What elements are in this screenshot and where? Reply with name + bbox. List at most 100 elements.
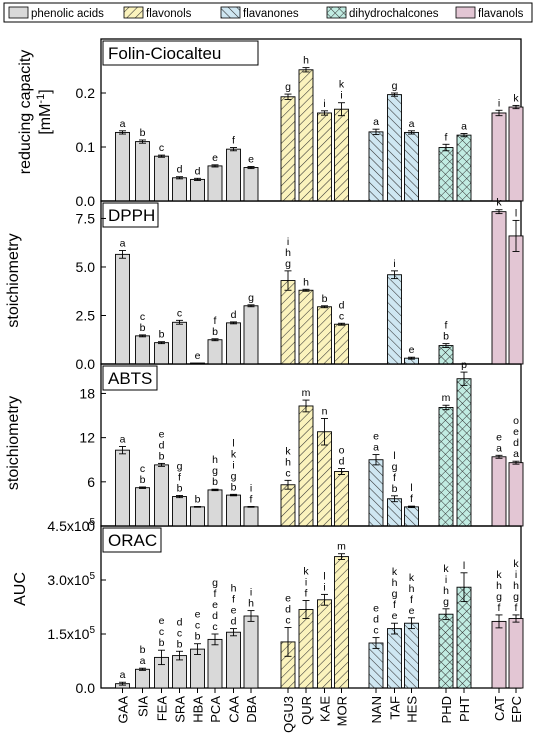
x-tick-label: PHT <box>457 696 472 722</box>
panel-title: Folin-Ciocalteu <box>102 40 259 66</box>
panel-title: ABTS <box>102 365 158 391</box>
significance-letter: b <box>231 481 237 493</box>
significance-letter: f <box>445 320 448 332</box>
significance-letter: h <box>285 247 291 259</box>
significance-letter: d <box>339 456 345 468</box>
bar <box>404 622 419 689</box>
panel-title: DPPH <box>102 202 159 228</box>
significance-letter: g <box>513 591 519 603</box>
bar <box>154 342 169 365</box>
bar-QGU3: edc <box>280 593 296 689</box>
bar <box>243 615 259 689</box>
bar-PCA: e <box>207 152 223 202</box>
bar <box>456 134 472 202</box>
y-axis-unit: [mM-1] <box>35 89 54 134</box>
bar <box>317 431 332 527</box>
significance-letter: f <box>515 602 518 614</box>
bar-FEA: c <box>154 142 169 202</box>
bar-SRA: d <box>172 164 187 202</box>
bar <box>115 253 130 365</box>
y-tick-label: 7.5 <box>76 210 96 226</box>
significance-letter: c <box>159 142 164 154</box>
significance-letter: a <box>120 433 126 445</box>
y-tick-label: 0.0 <box>76 193 96 209</box>
bar-NAN: ea <box>368 431 384 527</box>
y-tick-label: 5.0 <box>76 259 96 275</box>
significance-letter: h <box>231 583 237 595</box>
bar-DBA: if <box>243 482 259 527</box>
significance-letter: h <box>496 580 502 592</box>
bar <box>207 489 223 527</box>
bar-MOR: ki <box>334 79 349 202</box>
bar-HBA: e <box>190 350 205 365</box>
significance-letter: a <box>373 442 379 454</box>
bar-DBA: ih <box>243 587 259 689</box>
significance-letter: d <box>231 309 237 321</box>
legend-item: flavanones <box>220 6 299 20</box>
significance-letter: l <box>463 560 465 572</box>
significance-letter: b <box>195 631 201 643</box>
significance-letter: e <box>195 350 201 362</box>
bar <box>226 148 241 202</box>
bar-FEA: edb <box>154 428 169 527</box>
legend-item: flavonols <box>123 6 192 20</box>
bar <box>280 484 296 527</box>
significance-letter: h <box>303 55 309 67</box>
bar-GAA: a <box>115 118 130 202</box>
significance-letter: k <box>496 197 502 209</box>
significance-letter: h <box>513 580 519 592</box>
significance-letter: b <box>140 644 146 656</box>
significance-letter: c <box>140 463 145 475</box>
significance-letter: d <box>212 610 218 622</box>
bar <box>135 668 150 689</box>
legend-label: dihydrochalcones <box>349 8 439 20</box>
significance-letter: a <box>373 116 379 128</box>
significance-letter: g <box>212 465 218 477</box>
bar-FEA: b <box>154 329 169 365</box>
bar <box>243 305 259 365</box>
significance-letter: f <box>214 315 217 327</box>
bar-PHT: a <box>456 121 472 202</box>
significance-letter: e <box>409 344 415 356</box>
significance-letter: k <box>285 445 291 457</box>
panel-title-text: ORAC <box>108 531 157 550</box>
bar <box>438 406 454 527</box>
legend: phenolic acids flavonols flavanones dihydro… <box>3 2 533 23</box>
bar <box>334 108 349 202</box>
bar-HES: e <box>404 344 419 365</box>
bar <box>438 345 454 365</box>
significance-letter: h <box>248 598 254 610</box>
bar <box>280 280 296 365</box>
significance-letter: f <box>393 472 396 484</box>
significance-letter: b <box>159 329 165 341</box>
bar <box>243 506 259 527</box>
significance-letter: i <box>323 98 325 110</box>
bar <box>334 323 349 365</box>
significance-letter: k <box>513 558 519 570</box>
bar <box>491 456 507 527</box>
significance-letter: f <box>410 493 413 505</box>
bar <box>508 618 524 689</box>
significance-letter: i <box>250 482 252 494</box>
significance-letter: h <box>409 583 415 595</box>
significance-letter: c <box>159 626 164 638</box>
significance-letter: e <box>373 603 379 615</box>
legend-swatch <box>8 6 29 19</box>
significance-letter: a <box>513 448 519 460</box>
panel-title-box <box>102 40 259 66</box>
x-tick-label: PCA <box>208 696 223 723</box>
significance-letter: f <box>250 493 253 505</box>
panel-title-text: ABTS <box>108 369 152 388</box>
significance-letter: f <box>178 471 181 483</box>
significance-letter: g <box>392 461 398 473</box>
significance-letter: h <box>443 585 449 597</box>
bar-KAE: n <box>317 405 332 527</box>
panel-title-text: Folin-Ciocalteu <box>108 44 221 63</box>
bar <box>207 339 223 365</box>
bar-QGU3: khc <box>280 445 296 527</box>
bar <box>226 631 241 689</box>
bar <box>298 289 314 365</box>
significance-letter: a <box>496 442 502 454</box>
panel-title: ORAC <box>102 527 162 553</box>
